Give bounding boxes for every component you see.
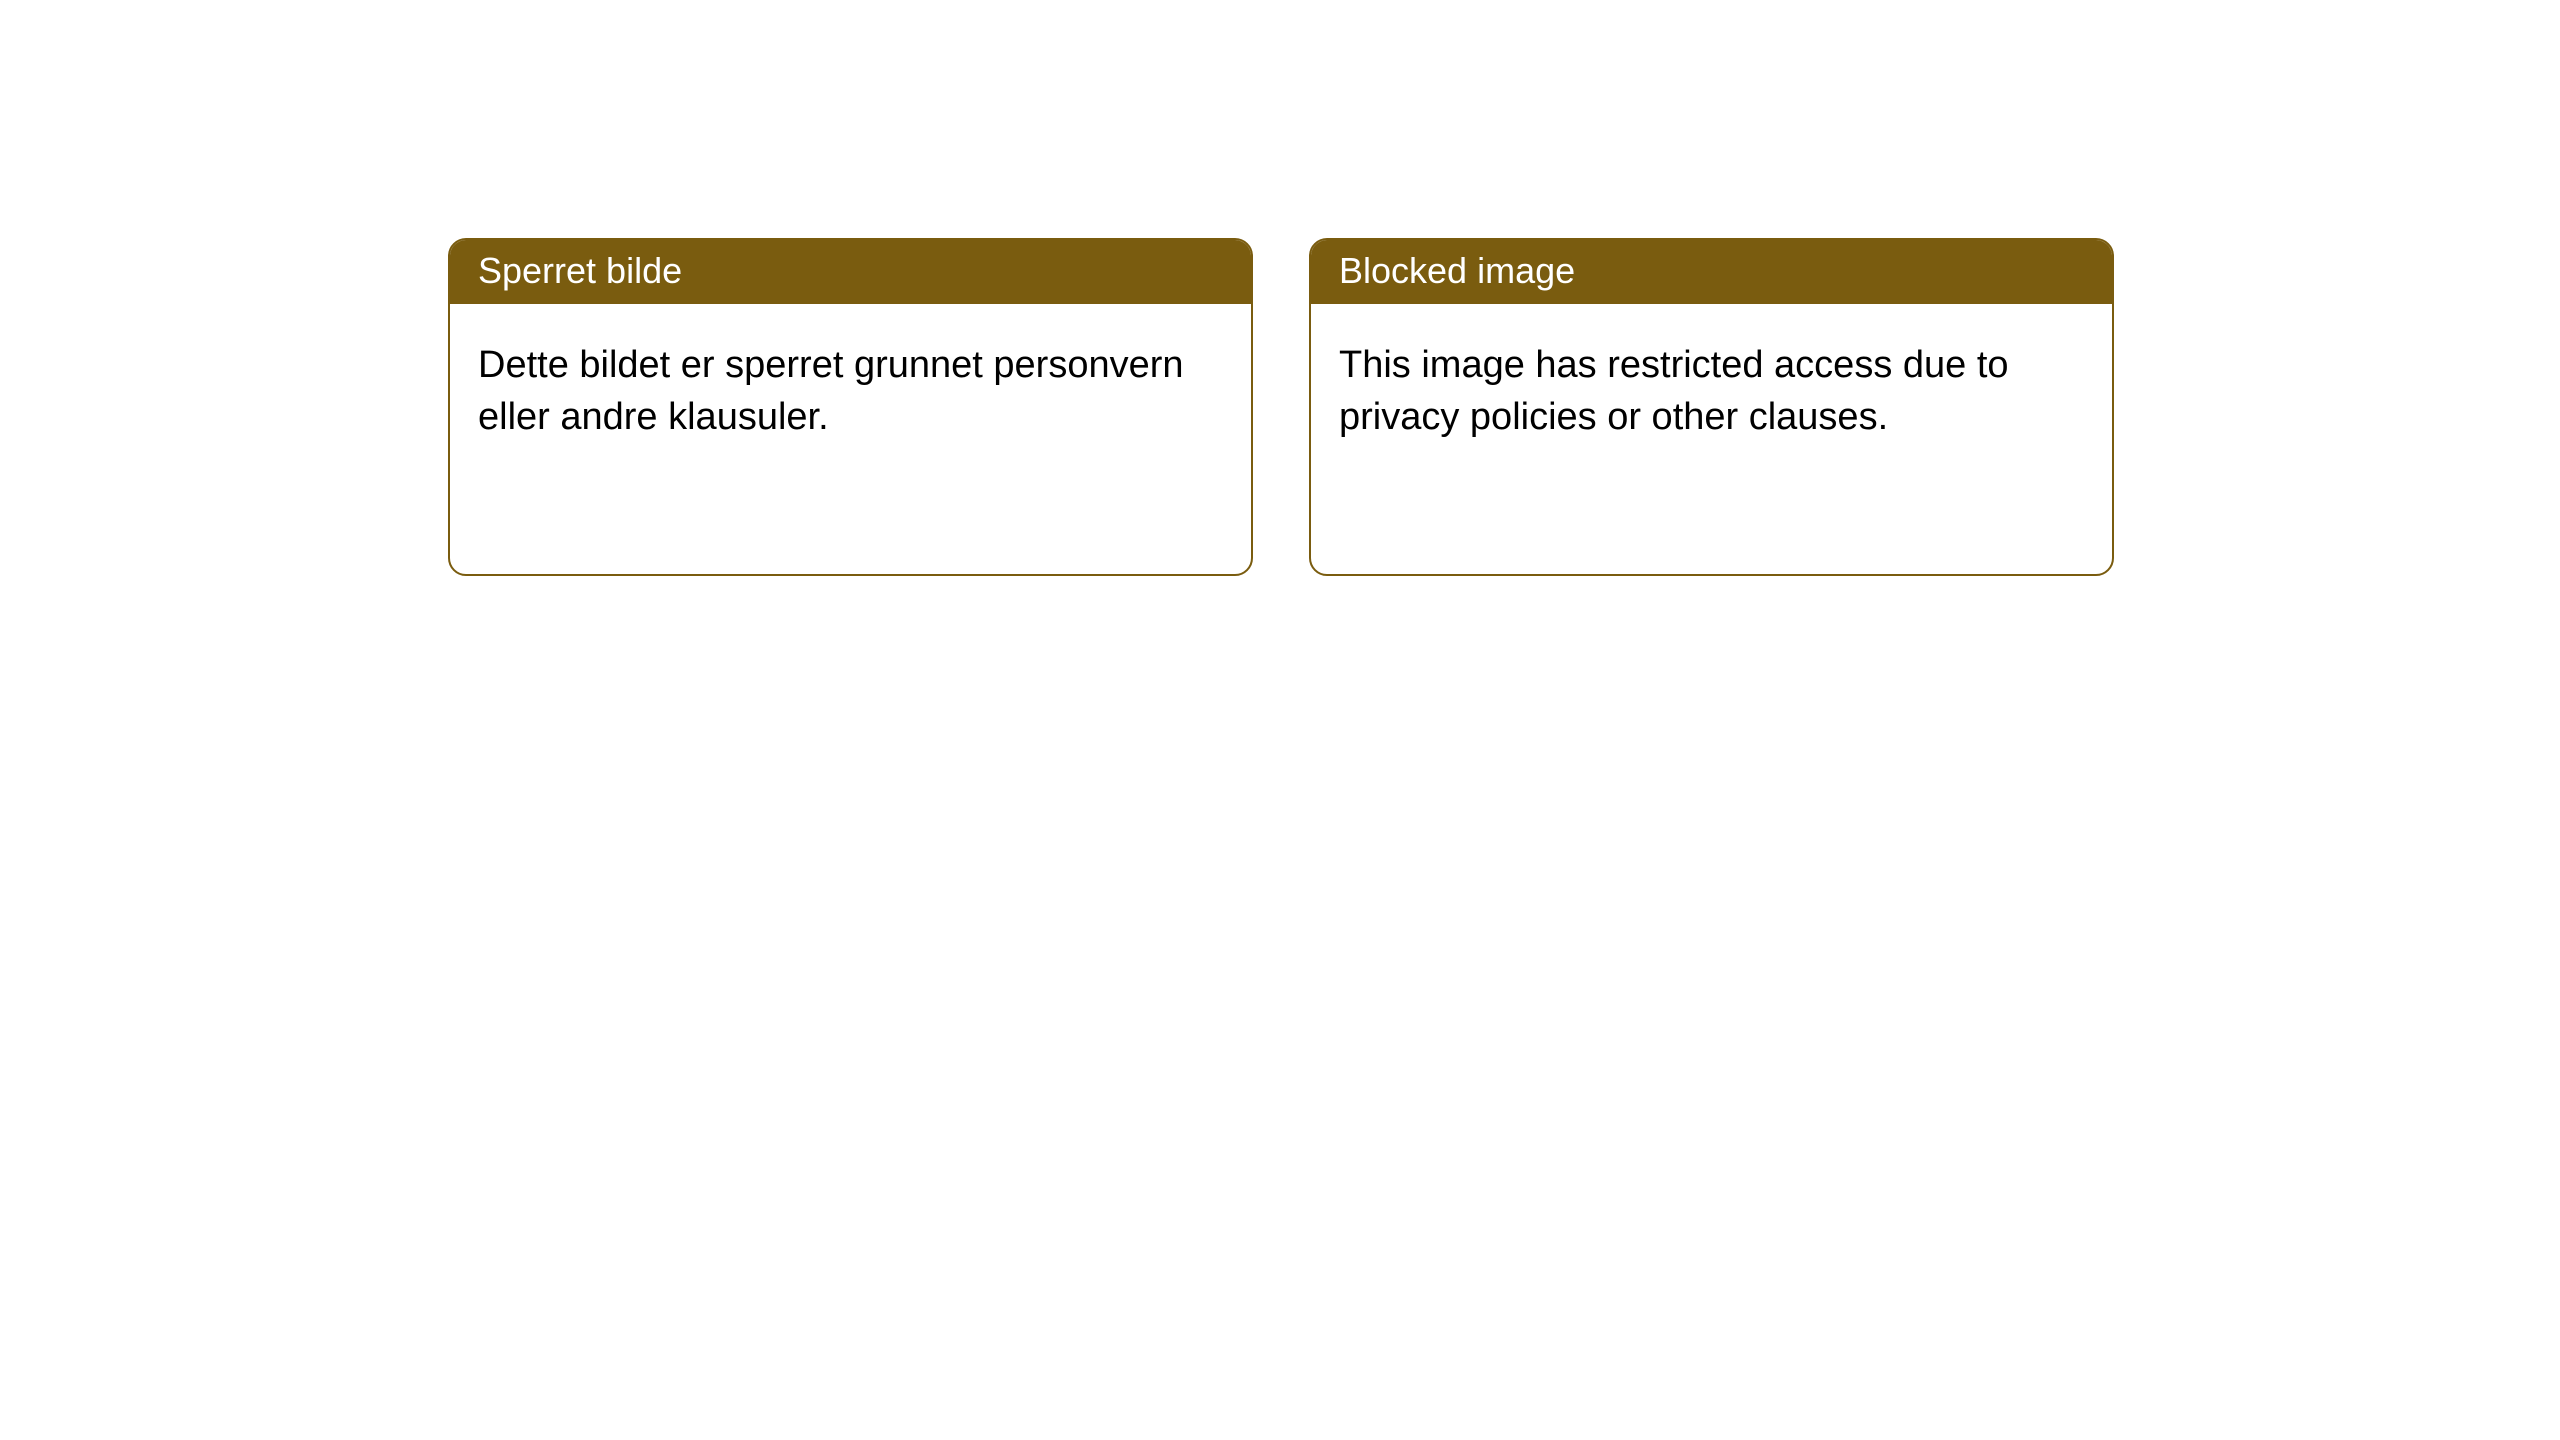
notice-card-en: Blocked image This image has restricted … [1309,238,2114,576]
notice-header-en: Blocked image [1311,240,2112,304]
notice-header-no: Sperret bilde [450,240,1251,304]
notice-card-no: Sperret bilde Dette bildet er sperret gr… [448,238,1253,576]
notice-body-en: This image has restricted access due to … [1311,304,2112,471]
notice-container: Sperret bilde Dette bildet er sperret gr… [0,0,2560,576]
notice-body-no: Dette bildet er sperret grunnet personve… [450,304,1251,471]
